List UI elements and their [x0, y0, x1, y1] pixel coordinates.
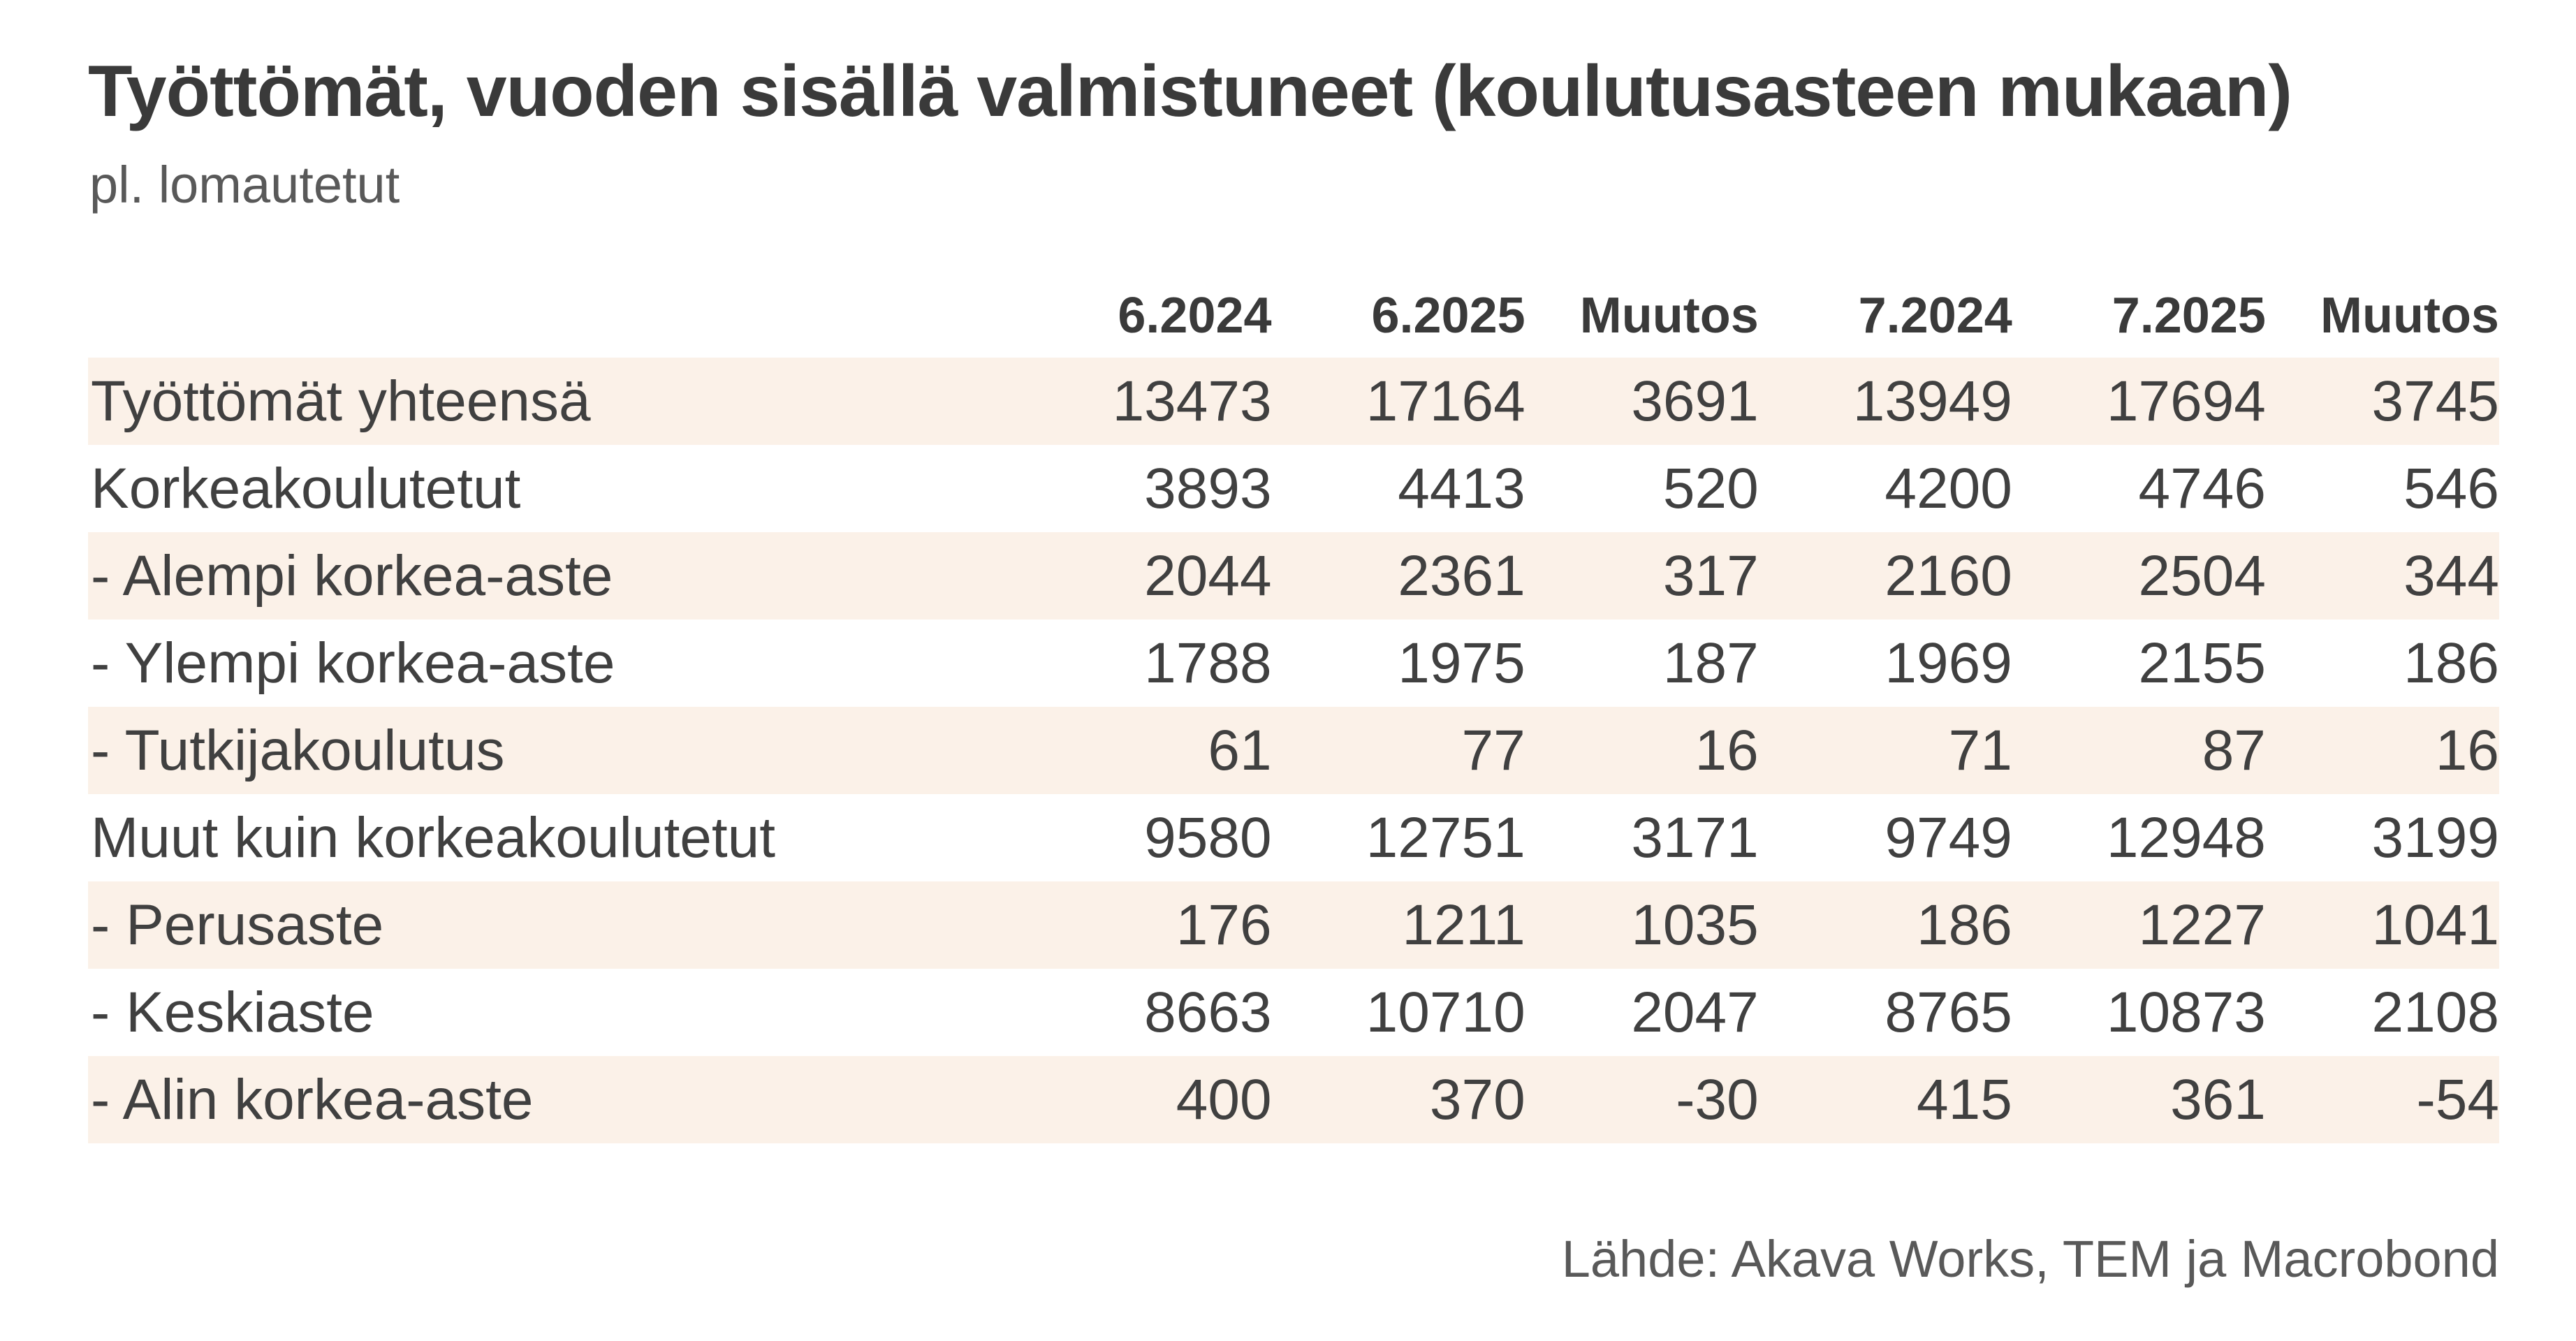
table-cell: 13473	[1112, 369, 1272, 433]
table-cell: 61	[1208, 718, 1272, 782]
table-row: - Keskiaste 8663 10710 2047 8765 10873 2108	[88, 969, 2499, 1056]
table-cell: 4746	[2138, 456, 2266, 520]
row-label: - Alin korkea-aste	[91, 1067, 534, 1131]
table-cell: 3199	[2371, 805, 2499, 870]
table-cell: 344	[2403, 543, 2499, 608]
table-cell: 9580	[1144, 805, 1272, 870]
row-label: Muut kuin korkeakoulutetut	[91, 805, 775, 870]
table-cell: 2108	[2371, 980, 2499, 1044]
table-cell: 87	[2202, 718, 2266, 782]
chart-subtitle: pl. lomautetut	[89, 156, 400, 214]
table-cell: 2047	[1631, 980, 1759, 1044]
table-cell: 317	[1662, 543, 1759, 608]
table-cell: 2044	[1144, 543, 1272, 608]
row-label: Korkeakoulutetut	[91, 456, 521, 520]
table-cell: 186	[1917, 893, 2012, 957]
table-cell: 187	[1662, 631, 1759, 695]
table-cell: 1969	[1885, 631, 2012, 695]
column-header: 7.2025	[2112, 288, 2266, 344]
table-cell: 3893	[1144, 456, 1272, 520]
table-cell: 546	[2403, 456, 2499, 520]
row-label: - Tutkijakoulutus	[91, 718, 505, 782]
table-header-row: 6.2024 6.2025 Muutos 7.2024 7.2025 Muuto…	[88, 274, 2499, 358]
table-cell: 1035	[1631, 893, 1759, 957]
data-table: 6.2024 6.2025 Muutos 7.2024 7.2025 Muuto…	[88, 274, 2499, 1143]
table-cell: 10873	[2106, 980, 2266, 1044]
table-cell: 1975	[1398, 631, 1525, 695]
table-cell: 2361	[1398, 543, 1525, 608]
table-row: - Ylempi korkea-aste 1788 1975 187 1969 2155 1…	[88, 620, 2499, 707]
table-cell: 8663	[1144, 980, 1272, 1044]
table-cell: 361	[2170, 1067, 2266, 1131]
table-cell: 415	[1917, 1067, 2012, 1131]
table-cell: 176	[1176, 893, 1272, 957]
table-cell: 12948	[2106, 805, 2266, 870]
table-cell: 9749	[1885, 805, 2012, 870]
row-label: Työttömät yhteensä	[91, 369, 591, 433]
column-header: 7.2024	[1858, 288, 2012, 344]
chart-title: Työttömät, vuoden sisällä valmistuneet (…	[88, 51, 2292, 132]
row-label: - Keskiaste	[91, 980, 374, 1044]
table-cell: 17164	[1366, 369, 1525, 433]
table-cell: 3745	[2371, 369, 2499, 433]
table-row: Muut kuin korkeakoulutetut 9580 12751 3171 9…	[88, 794, 2499, 881]
column-header: Muutos	[2320, 288, 2499, 344]
table-cell: 2504	[2138, 543, 2266, 608]
table-cell: 71	[1948, 718, 2012, 782]
table-row: - Perusaste 176 1211 1035 186 1227 1041	[88, 881, 2499, 969]
table-cell: 77	[1461, 718, 1525, 782]
table-row: Työttömät yhteensä 13473 17164 3691 13949 176…	[88, 358, 2499, 445]
table-cell: 1041	[2371, 893, 2499, 957]
column-header: 6.2025	[1371, 288, 1525, 344]
table-row: - Alin korkea-aste 400 370 -30 415 361 -54	[88, 1056, 2499, 1143]
table-cell: 13949	[1852, 369, 2012, 433]
table-cell: 8765	[1885, 980, 2012, 1044]
table-cell: 16	[2435, 718, 2499, 782]
table-cell: 10710	[1366, 980, 1525, 1044]
table-row: Korkeakoulutetut 3893 4413 520 4200 4746 546	[88, 445, 2499, 532]
table-cell: 400	[1176, 1067, 1272, 1131]
table-cell: 3171	[1631, 805, 1759, 870]
table-cell: 1788	[1144, 631, 1272, 695]
table-cell: 4200	[1885, 456, 2012, 520]
table-cell: 370	[1429, 1067, 1525, 1131]
source-note: Lähde: Akava Works, TEM ja Macrobond	[1561, 1230, 2499, 1288]
table-row: - Alempi korkea-aste 2044 2361 317 2160 2504 3…	[88, 532, 2499, 620]
table-cell: 520	[1662, 456, 1759, 520]
column-header: Muutos	[1579, 288, 1759, 344]
table-cell: -54	[2416, 1067, 2499, 1131]
table-cell: 1227	[2138, 893, 2266, 957]
table-cell: 3691	[1631, 369, 1759, 433]
row-label: - Perusaste	[91, 893, 384, 957]
table-cell: 2160	[1885, 543, 2012, 608]
table-cell: 186	[2403, 631, 2499, 695]
table-cell: 4413	[1398, 456, 1525, 520]
table-cell: 17694	[2106, 369, 2266, 433]
table-row: - Tutkijakoulutus 61 77 16 71 87 16	[88, 707, 2499, 794]
row-label: - Alempi korkea-aste	[91, 543, 613, 608]
table-cell: 1211	[1402, 893, 1525, 957]
column-header: 6.2024	[1118, 288, 1272, 344]
table-body: Työttömät yhteensä 13473 17164 3691 13949 176…	[88, 358, 2499, 1143]
row-label: - Ylempi korkea-aste	[91, 631, 615, 695]
table-cell: 12751	[1366, 805, 1525, 870]
table-cell: 16	[1695, 718, 1759, 782]
table-cell: 2155	[2138, 631, 2266, 695]
table-cell: -30	[1676, 1067, 1759, 1131]
